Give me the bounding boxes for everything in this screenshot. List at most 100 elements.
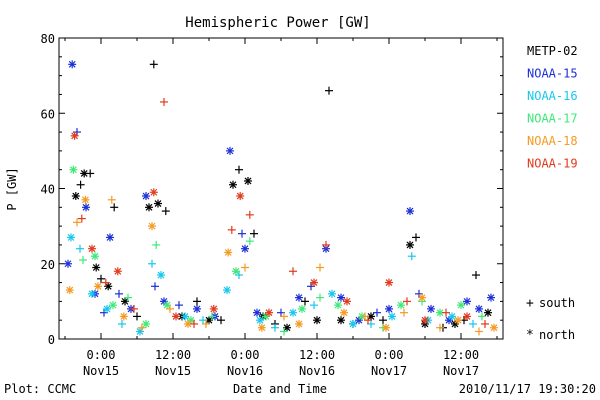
data-point-south xyxy=(316,293,324,302)
legend-item-noaa-19: NOAA-19 xyxy=(527,157,578,171)
data-point-south xyxy=(208,312,216,321)
data-point-north xyxy=(88,244,96,253)
data-point-north xyxy=(109,301,117,310)
data-points xyxy=(64,60,498,336)
marker-label: north xyxy=(539,328,575,342)
data-point-north xyxy=(337,316,345,325)
data-point-north xyxy=(448,312,456,321)
data-point-south xyxy=(469,319,477,328)
data-point-south xyxy=(407,252,416,261)
data-point-north xyxy=(265,308,273,317)
plot-area xyxy=(58,37,504,340)
data-point-north xyxy=(113,267,122,276)
legend-item-noaa-15: NOAA-15 xyxy=(527,67,578,81)
data-point-south xyxy=(245,210,254,219)
marker-symbol: * xyxy=(526,328,534,343)
x-axis: 0:00 Nov15 12:00 Nov15 0:00 Nov16 12:00 Nov16 0:… xyxy=(64,38,498,378)
data-point-north xyxy=(88,289,96,298)
data-point-south xyxy=(325,86,333,95)
data-point-south xyxy=(403,297,411,306)
data-point-north xyxy=(142,319,150,328)
x-tick-label-date: Nov16 xyxy=(299,364,335,378)
data-point-north xyxy=(106,233,114,242)
data-point-south xyxy=(151,282,159,291)
data-point-north xyxy=(337,293,345,302)
data-point-north xyxy=(91,252,99,261)
data-point-north xyxy=(92,263,101,272)
data-point-north xyxy=(81,195,90,204)
data-point-south xyxy=(76,244,84,253)
x-tick-label-date: Nov17 xyxy=(371,364,407,378)
x-tick-label-date: Nov15 xyxy=(83,364,119,378)
data-point-south xyxy=(148,259,156,268)
data-point-north xyxy=(283,323,291,332)
data-point-north xyxy=(343,297,351,306)
data-point-south xyxy=(481,319,489,328)
y-tick-label: 40 xyxy=(41,183,55,197)
data-point-south xyxy=(271,323,279,332)
data-point-north xyxy=(103,304,111,313)
x-tick-label-time: 0:00 xyxy=(87,348,116,362)
data-point-north xyxy=(388,312,396,321)
data-point-north xyxy=(295,319,303,328)
data-point-north xyxy=(454,316,462,325)
data-point-south xyxy=(77,214,86,223)
x-tick-label-time: 12:00 xyxy=(443,348,479,362)
marker-legend-north: * north xyxy=(526,328,575,343)
data-point-north xyxy=(67,233,75,242)
legend: METP-02 NOAA-15 NOAA-16 NOAA-17 NOAA-18 NOAA-… xyxy=(527,44,578,171)
data-point-north xyxy=(463,297,471,306)
data-point-north xyxy=(80,169,89,178)
data-point-south xyxy=(124,293,132,302)
data-point-south xyxy=(190,319,198,328)
data-point-north xyxy=(457,301,465,310)
marker-label: south xyxy=(539,296,575,310)
data-point-south xyxy=(322,240,330,249)
data-point-north xyxy=(406,240,414,249)
data-point-south xyxy=(241,263,249,272)
x-tick-label-date: Nov17 xyxy=(443,364,479,378)
data-point-south xyxy=(86,169,95,178)
y-tick-label: 80 xyxy=(41,32,55,46)
x-tick-label-time: 0:00 xyxy=(375,348,404,362)
data-point-north xyxy=(148,222,156,231)
x-tick-label-date: Nov15 xyxy=(155,364,191,378)
data-point-south xyxy=(310,301,318,310)
data-point-north xyxy=(64,259,72,268)
data-point-south xyxy=(280,327,288,336)
data-point-north xyxy=(181,312,189,321)
data-point-north xyxy=(298,304,306,313)
data-point-north xyxy=(463,312,471,321)
data-point-south xyxy=(472,271,480,280)
data-point-south xyxy=(245,237,254,246)
x-tick-label-time: 12:00 xyxy=(299,348,335,362)
data-point-south xyxy=(436,323,444,332)
data-point-south xyxy=(412,233,420,242)
data-point-south xyxy=(110,203,119,212)
data-point-north xyxy=(229,180,237,189)
legend-item-metp-02: METP-02 xyxy=(527,44,578,58)
data-point-south xyxy=(280,312,288,321)
data-point-south xyxy=(152,240,161,249)
data-point-north xyxy=(367,312,375,321)
data-point-north xyxy=(119,312,128,321)
data-point-north xyxy=(349,319,357,328)
data-point-south xyxy=(478,312,486,321)
data-point-south xyxy=(133,312,141,321)
data-point-north xyxy=(475,304,483,313)
data-point-south xyxy=(115,289,123,298)
data-point-north xyxy=(65,286,74,295)
data-point-south xyxy=(316,263,324,272)
data-point-north xyxy=(69,165,78,174)
data-point-north xyxy=(70,131,79,140)
data-point-north xyxy=(382,323,390,332)
data-point-north xyxy=(154,199,162,208)
data-point-north xyxy=(418,293,426,302)
data-point-north xyxy=(328,289,336,298)
data-point-north xyxy=(406,207,414,216)
legend-item-noaa-17: NOAA-17 xyxy=(527,112,578,126)
data-point-north xyxy=(157,271,165,280)
data-point-north xyxy=(149,188,158,197)
data-point-north xyxy=(172,312,180,321)
